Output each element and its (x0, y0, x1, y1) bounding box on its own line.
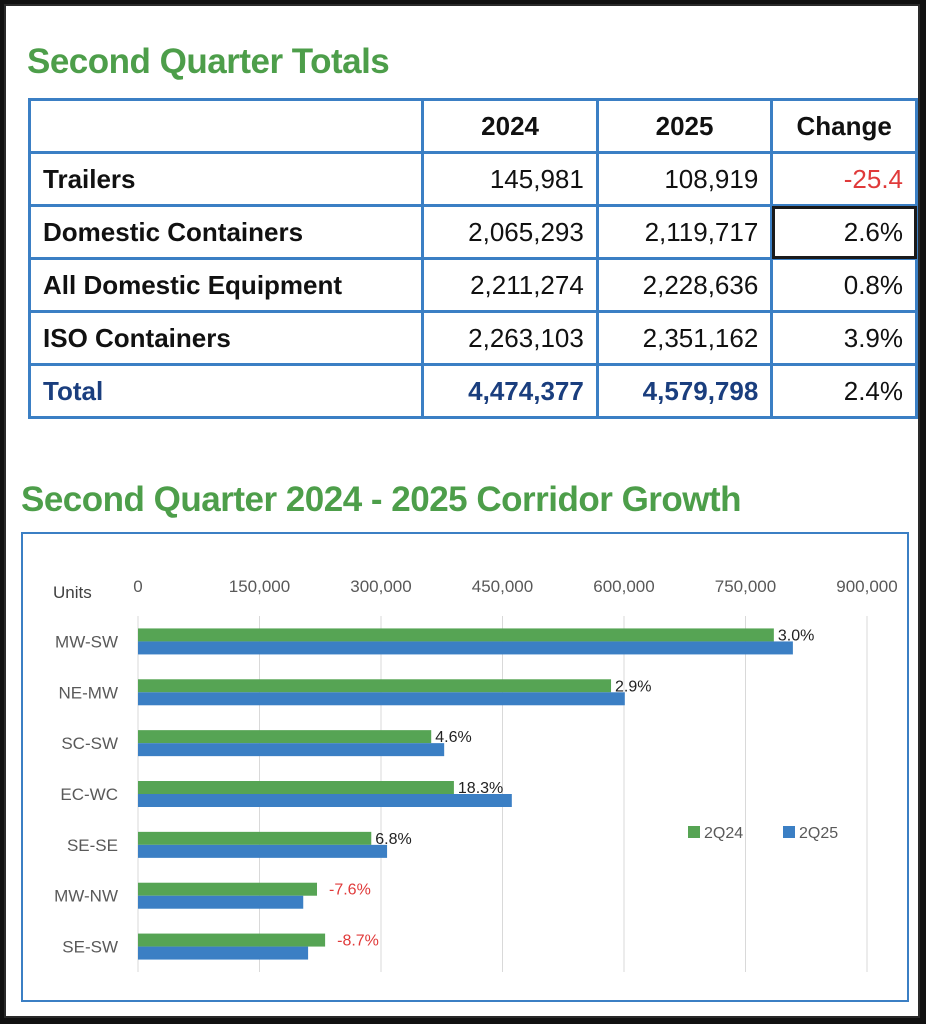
legend-swatch-2q25 (783, 826, 795, 838)
bar-2q24-mw-sw (138, 628, 774, 642)
y-axis-label: Units (53, 583, 92, 602)
table-row: ISO Containers 2,263,103 2,351,162 3.9% (27, 310, 918, 366)
header-blank (27, 98, 425, 154)
totals-table: 2024 2025 Change Trailers 145,981 108,919-… (27, 98, 918, 419)
bar-2q25-se-se (138, 844, 388, 858)
category-label: NE-MW (59, 683, 118, 702)
x-tick-label: 750,000 (715, 577, 776, 596)
row-label: Domestic Containers (27, 204, 425, 260)
row-label: Trailers (27, 151, 425, 207)
value-2025: 2,351,162 (595, 310, 774, 366)
bar-2q25-ec-wc (138, 794, 512, 807)
growth-label: 18.3% (458, 780, 503, 797)
bar-2q24-mw-nw (138, 882, 318, 896)
x-tick-label: 300,000 (350, 577, 411, 596)
value-change: -25.4 (770, 151, 918, 207)
growth-label: 4.6% (435, 729, 471, 746)
x-tick-label: 450,000 (472, 577, 533, 596)
bar-2q25-mw-sw (138, 641, 793, 655)
value-2024: 2,065,293 (421, 204, 599, 260)
x-tick-label: 150,000 (229, 577, 290, 596)
table-header-row: 2024 2025 Change (27, 98, 918, 154)
value-2025: 4,579,798 (595, 363, 774, 419)
x-tick-label: 0 (133, 577, 142, 596)
row-label: ISO Containers (27, 310, 425, 366)
growth-label: 6.8% (375, 831, 411, 848)
category-label: SE-SE (67, 836, 118, 855)
bar-2q25-mw-nw (138, 895, 304, 909)
header-2024: 2024 (421, 98, 599, 154)
totals-title: Second Quarter Totals (27, 42, 390, 81)
legend-swatch-2q24 (688, 826, 700, 838)
legend-label-2q25: 2Q25 (799, 825, 838, 842)
value-change: 3.9% (770, 310, 918, 366)
value-2024: 2,211,274 (421, 257, 599, 313)
value-change: 0.8% (770, 257, 918, 313)
value-2024: 4,474,377 (421, 363, 599, 419)
chart-container: 0 150,000 300,000 450,000 600,000 750,000 900,… (21, 532, 909, 1002)
row-label: Total (27, 363, 425, 419)
x-tick-label: 900,000 (836, 577, 897, 596)
table-row: All Domestic Equipment 2,211,274 2,228,636… (27, 257, 918, 313)
x-tick-label: 600,000 (593, 577, 654, 596)
growth-label: 3.0% (778, 627, 814, 644)
bar-2q24-sc-sw (138, 730, 432, 744)
table-row: Total 4,474,377 4,579,798 2.4% (27, 363, 918, 419)
value-2025: 2,228,636 (595, 257, 774, 313)
bar-2q24-ne-mw (138, 679, 612, 693)
row-label: All Domestic Equipment (27, 257, 425, 313)
bar-2q24-se-se (138, 831, 372, 845)
bar-2q25-se-sw (138, 946, 309, 960)
value-2024: 145,981 (421, 151, 599, 207)
bar-2q24-se-sw (138, 933, 326, 947)
header-2025: 2025 (595, 98, 774, 154)
bar-2q25-ne-mw (138, 692, 625, 706)
value-2024: 2,263,103 (421, 310, 599, 366)
legend-label-2q24: 2Q24 (704, 825, 743, 842)
value-2025: 2,119,717 (595, 204, 774, 260)
bar-2q24-ec-wc (138, 781, 454, 794)
growth-label: -8.7% (337, 933, 379, 950)
category-label: SC-SW (61, 734, 118, 753)
category-label: SE-SW (62, 938, 118, 957)
page: Second Quarter Totals 2024 2025 Change T… (4, 4, 920, 1018)
growth-label: -7.6% (329, 882, 371, 899)
header-change: Change (770, 98, 918, 154)
chart-title: Second Quarter 2024 - 2025 Corridor Grow… (21, 480, 742, 519)
table-row: Domestic Containers 2,065,293 2,119,717 2.6… (27, 204, 918, 260)
growth-label: 2.9% (615, 678, 651, 695)
value-change: 2.6% (770, 204, 918, 260)
category-label: EC-WC (60, 785, 118, 804)
value-2025: 108,919 (595, 151, 774, 207)
value-change: 2.4% (770, 363, 918, 419)
category-label: MW-NW (54, 887, 118, 906)
category-label: MW-SW (55, 632, 118, 651)
bar-2q25-sc-sw (138, 743, 445, 757)
corridor-bar-chart: 0 150,000 300,000 450,000 600,000 750,000 900,… (53, 577, 898, 972)
table-row: Trailers 145,981 108,919 -25.4 (27, 151, 918, 207)
